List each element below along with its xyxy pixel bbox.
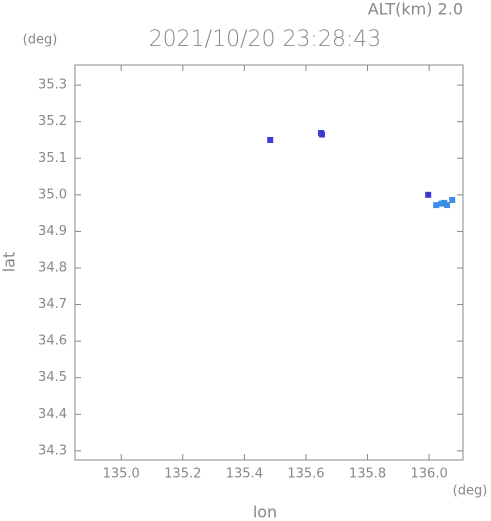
y-tick-label: 34.4 — [38, 407, 67, 422]
y-tick-label: 34.6 — [38, 334, 67, 349]
y-tick-label: 34.7 — [38, 297, 67, 312]
echo-point — [443, 202, 450, 209]
annotation: ALT(km) 2.0 — [368, 0, 463, 19]
y-unit: (deg) — [23, 33, 58, 48]
y-tick-label: 34.9 — [38, 224, 67, 239]
y-tick-label: 34.3 — [38, 443, 67, 458]
x-tick-label: 136.0 — [411, 467, 448, 482]
x-tick-label: 135.2 — [164, 467, 201, 482]
x-axis-label: lon — [253, 503, 277, 521]
y-tick-label: 35.2 — [38, 114, 67, 129]
chart-title: 2021/10/20 23:28:43 — [149, 27, 382, 52]
echo-point — [318, 131, 325, 138]
x-tick-label: 135.6 — [287, 467, 324, 482]
x-tick-label: 135.0 — [103, 467, 140, 482]
y-tick-label: 35.0 — [38, 187, 67, 202]
x-unit: (deg) — [453, 484, 488, 499]
y-tick-label: 34.8 — [38, 260, 67, 275]
y-tick-label: 35.1 — [38, 151, 67, 166]
echo-point — [267, 136, 274, 143]
x-tick-label: 135.4 — [226, 467, 263, 482]
echo-point — [449, 196, 456, 203]
echo-point — [425, 191, 432, 198]
x-tick-label: 135.8 — [349, 467, 386, 482]
y-tick-label: 35.3 — [38, 78, 67, 93]
echo-point — [433, 202, 440, 209]
y-axis-label: lat — [0, 252, 19, 273]
plot-frame — [74, 64, 464, 461]
y-tick-label: 34.5 — [38, 370, 67, 385]
